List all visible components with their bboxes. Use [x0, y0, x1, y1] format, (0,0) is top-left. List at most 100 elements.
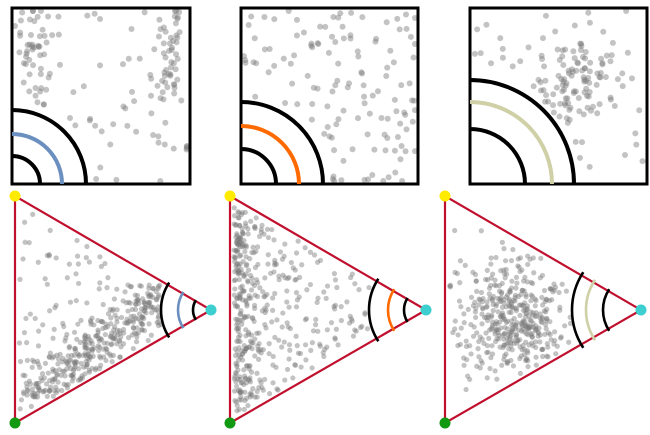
data-point [131, 330, 138, 336]
data-point [246, 295, 252, 301]
data-point [236, 345, 242, 351]
data-point [457, 258, 464, 264]
data-point [241, 406, 247, 413]
data-point [358, 69, 365, 76]
data-point [128, 26, 135, 33]
data-point [26, 240, 32, 246]
data-point [382, 147, 389, 154]
data-point [462, 262, 468, 268]
data-point [315, 41, 322, 48]
data-point [17, 32, 24, 39]
data-point [84, 12, 91, 19]
data-point [508, 309, 514, 316]
data-point [533, 362, 539, 368]
data-point [239, 347, 245, 354]
data-point [502, 324, 508, 331]
data-point [501, 267, 507, 273]
data-point [57, 351, 63, 357]
data-point [566, 106, 573, 113]
data-point [492, 368, 498, 374]
data-point [473, 314, 479, 321]
data-point [287, 60, 294, 67]
data-point [243, 314, 249, 320]
data-point [520, 302, 526, 309]
data-point [514, 320, 520, 326]
data-point [234, 249, 241, 255]
data-point [108, 333, 114, 339]
data-point [50, 366, 56, 372]
data-point [396, 26, 403, 33]
panel-orange [224, 6, 432, 429]
data-point [234, 240, 240, 246]
data-point [304, 287, 310, 293]
data-point [455, 342, 461, 349]
data-point [65, 381, 71, 388]
data-point [522, 323, 528, 329]
data-point [284, 288, 290, 294]
data-point [108, 353, 114, 359]
data-point [478, 228, 484, 234]
data-point [114, 327, 120, 333]
data-point [234, 238, 240, 244]
data-point [236, 215, 242, 221]
data-point [492, 321, 498, 327]
data-point [411, 97, 418, 104]
data-point [507, 288, 513, 295]
data-point [102, 260, 108, 267]
data-point [251, 35, 258, 42]
data-point [324, 124, 331, 131]
data-point [501, 342, 507, 348]
data-point [233, 222, 239, 228]
data-point [236, 223, 243, 229]
data-point [587, 107, 594, 114]
data-point [557, 100, 564, 107]
data-point [155, 315, 161, 321]
data-point [372, 38, 379, 45]
data-point [558, 335, 564, 341]
data-point [36, 43, 43, 50]
data-point [41, 51, 48, 58]
data-point [494, 321, 500, 327]
data-point [20, 372, 26, 378]
data-point [233, 239, 240, 245]
data-point [483, 21, 490, 28]
data-point [584, 104, 591, 111]
data-point [244, 261, 250, 268]
data-point [256, 330, 262, 336]
data-point [231, 205, 237, 211]
data-point [233, 222, 239, 228]
data-point [125, 335, 132, 341]
data-point [506, 309, 512, 315]
data-point [121, 330, 127, 336]
data-point [514, 340, 520, 346]
data-point [521, 278, 527, 284]
data-point [314, 85, 321, 92]
data-point [245, 278, 251, 284]
data-point [585, 75, 592, 82]
data-point [279, 256, 286, 262]
data-point [501, 271, 508, 277]
data-point [70, 371, 77, 377]
data-point [42, 387, 48, 393]
data-point [66, 343, 73, 350]
data-point [118, 334, 124, 340]
data-point [565, 70, 572, 77]
square-plot [468, 6, 649, 186]
data-point [166, 40, 173, 47]
data-point [516, 327, 522, 333]
data-point [134, 292, 141, 299]
data-point [40, 322, 46, 328]
data-point [576, 154, 583, 161]
data-point [552, 337, 558, 344]
data-point [167, 71, 174, 78]
data-point [291, 52, 298, 59]
data-point [247, 394, 253, 400]
data-point [249, 346, 255, 352]
data-point [43, 39, 50, 46]
data-point [529, 330, 535, 337]
data-point [533, 323, 539, 329]
data-point [479, 360, 485, 366]
data-point [136, 55, 143, 62]
vertex-bottom [224, 417, 236, 429]
data-point [286, 304, 292, 310]
